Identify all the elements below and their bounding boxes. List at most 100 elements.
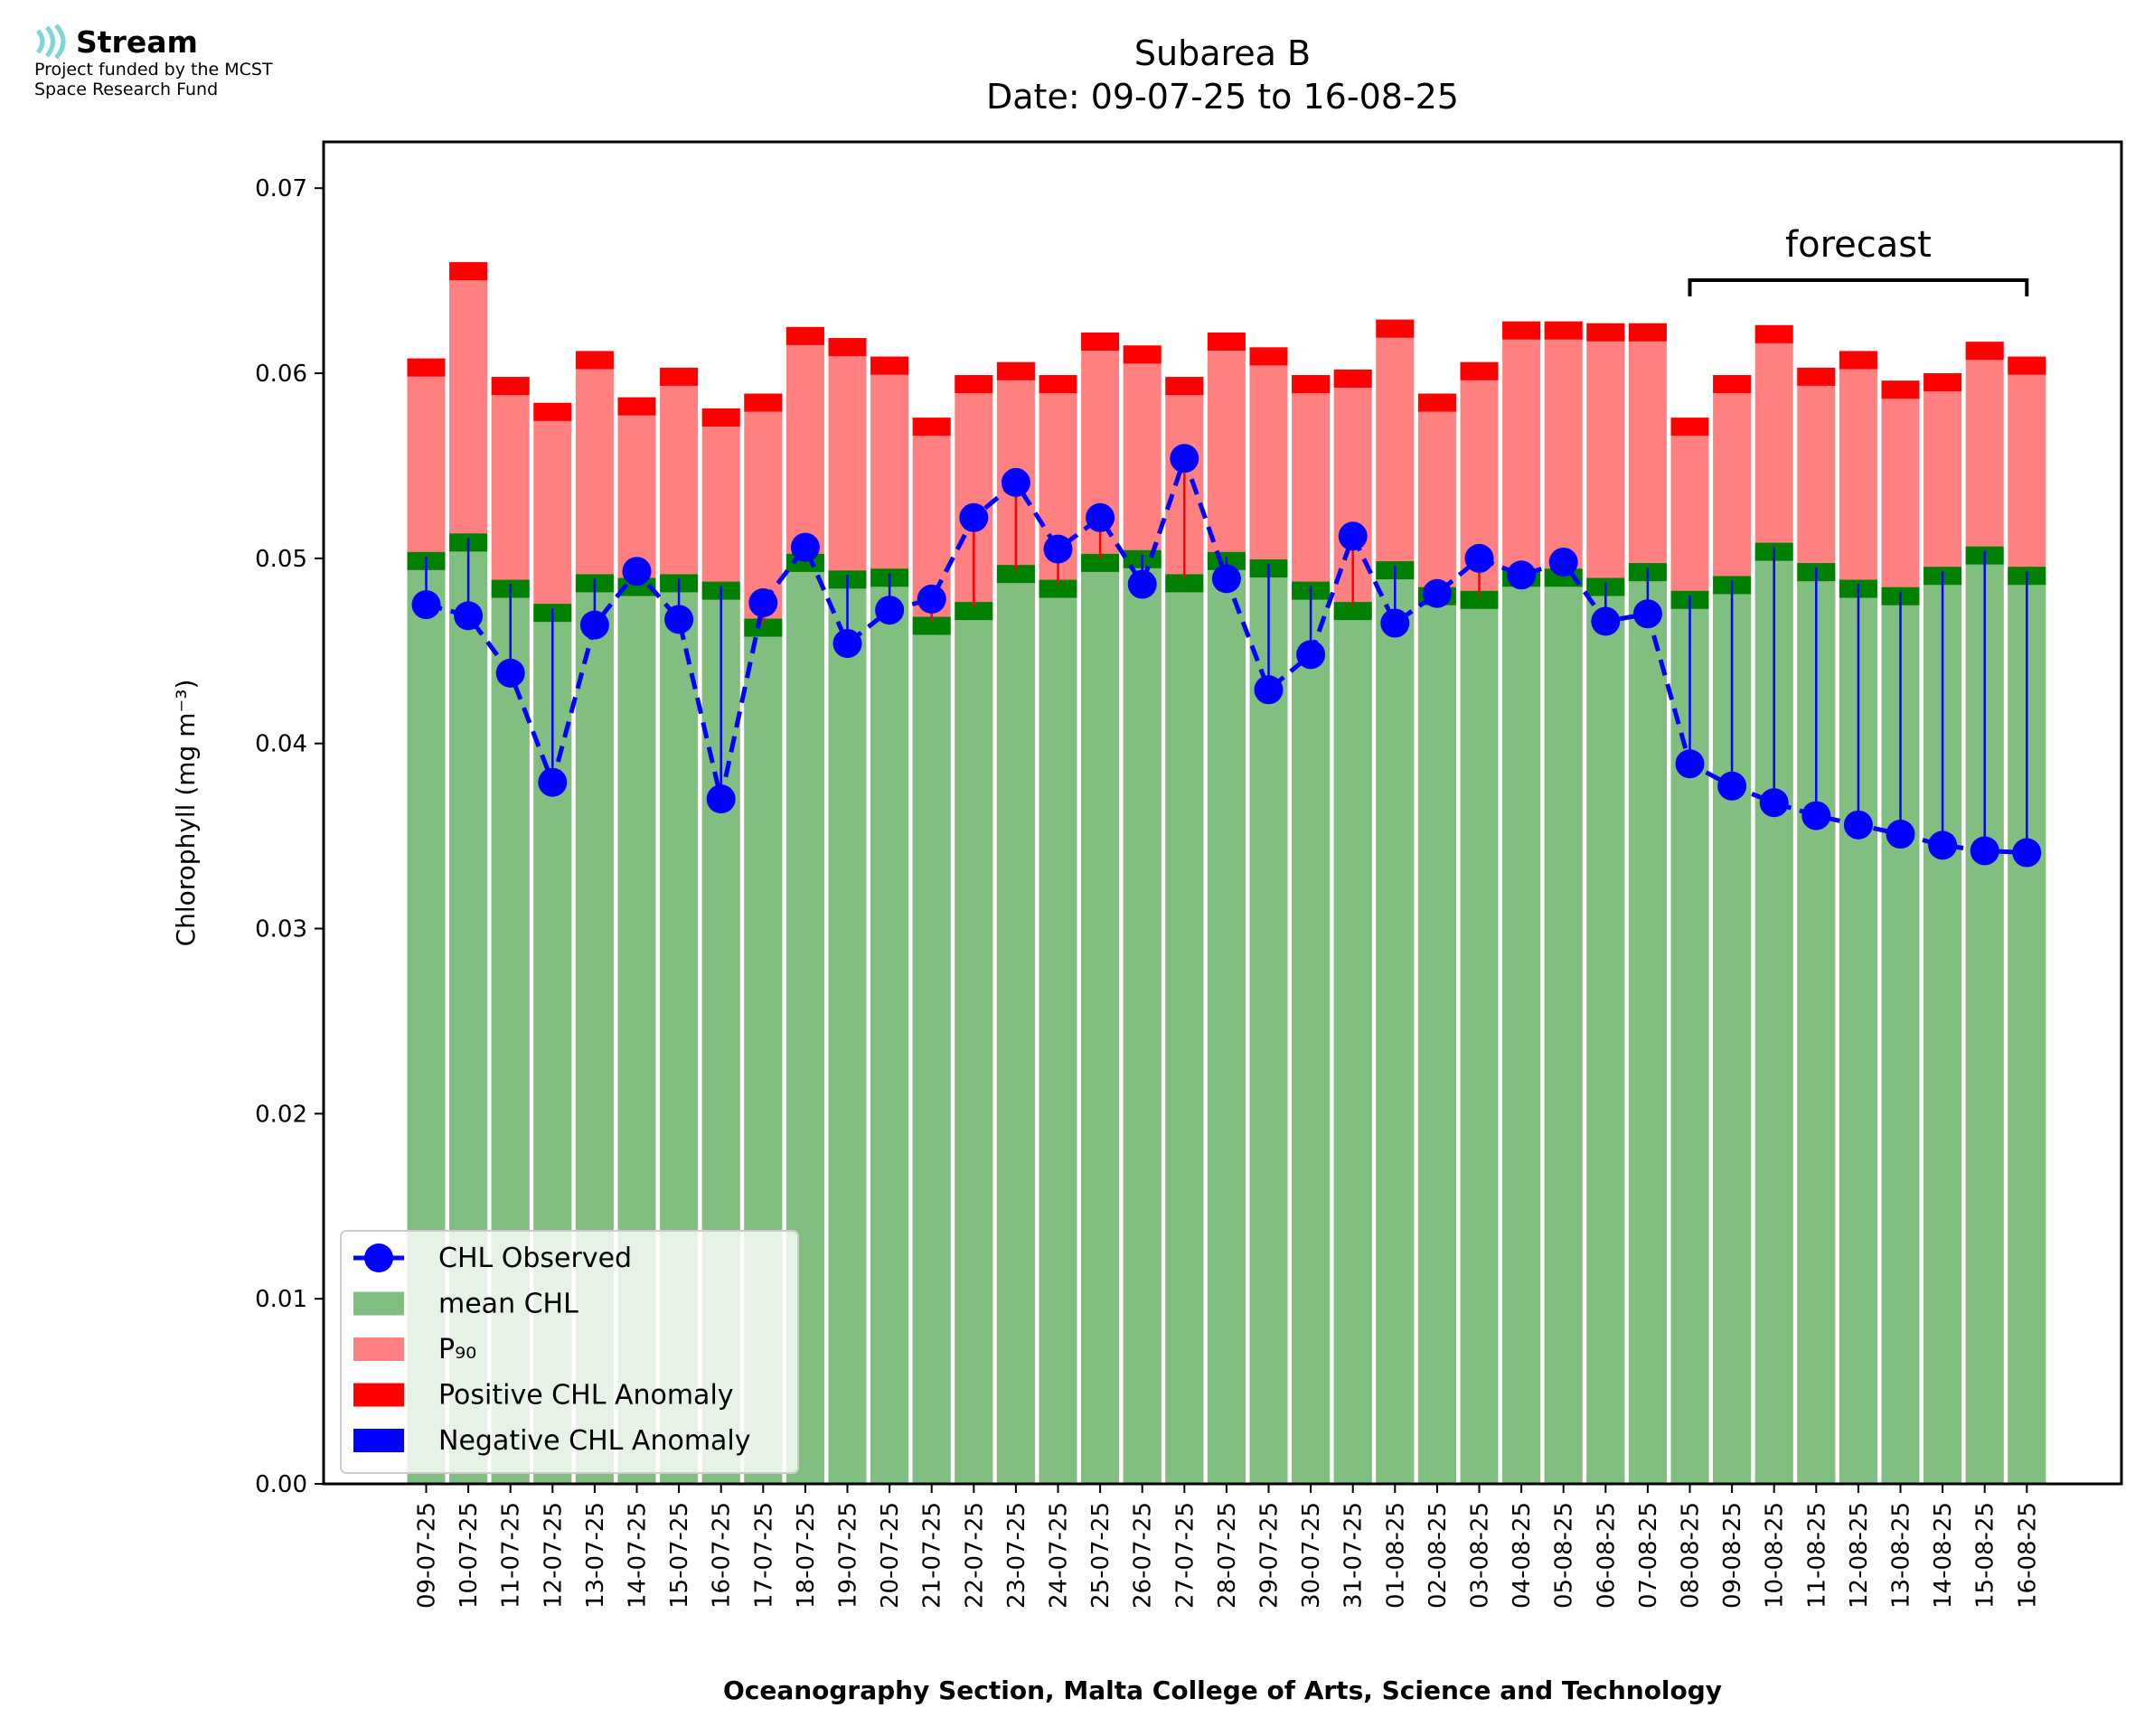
p90-edge-band [1333,369,1372,388]
x-tick-label: 24-07-25 [1046,1502,1073,1609]
mean-edge-band [1039,579,1077,598]
p90-edge-band [785,326,824,345]
observed-point [1422,578,1452,608]
p90-edge-band [996,361,1035,380]
mean-bar [1292,586,1331,1484]
p90-edge-band [1797,367,1836,386]
mean-bar [996,569,1035,1484]
p90-edge-band [955,375,993,394]
x-tick-label: 20-07-25 [877,1502,904,1609]
observed-point [1170,444,1199,474]
chart-title: Subarea B [1134,33,1311,73]
p90-edge-band [1754,324,1793,343]
mean-bar [828,575,867,1484]
x-tick-label: 30-07-25 [1298,1502,1325,1609]
p90-edge-band [1165,377,1204,396]
p90-edge-band [1249,347,1288,366]
legend-swatch-mean [353,1291,404,1316]
logo-funding-line-1: Project funded by the MCST [34,60,273,80]
x-tick-label: 27-07-25 [1171,1502,1199,1609]
p90-edge-band [1924,373,1962,392]
observed-point [1043,534,1073,564]
observed-point [1254,675,1284,705]
mean-bar [1586,582,1625,1484]
p90-edge-band [1670,418,1709,436]
p90-edge-band [1839,351,1877,370]
x-tick-label: 06-08-25 [1593,1502,1620,1609]
p90-edge-band [1586,323,1625,342]
observed-point [2012,838,2042,868]
mean-bar [955,606,993,1484]
x-tick-label: 10-08-25 [1762,1502,1789,1609]
mean-edge-band [1081,553,1120,572]
observed-point [1086,502,1115,532]
legend-swatch-p90 [353,1337,404,1361]
p90-edge-band [2008,356,2046,375]
mean-bar [1460,595,1499,1484]
x-tick-label: 02-08-25 [1425,1502,1452,1609]
mean-edge-band [617,577,656,596]
x-tick-label: 28-07-25 [1214,1502,1241,1609]
x-tick-label: 18-07-25 [793,1502,820,1609]
observed-point [495,658,525,688]
mean-edge-band [996,565,1035,584]
x-tick-label: 29-07-25 [1256,1502,1284,1609]
y-tick-label: 0.04 [255,731,307,758]
mean-edge-band [955,602,993,621]
observed-point [664,605,694,634]
observed-point [1591,606,1621,636]
observed-point [959,502,989,532]
mean-bar [1165,578,1204,1484]
forecast-bracket [1688,278,2029,296]
y-tick-label: 0.06 [255,361,307,388]
p90-edge-band [1713,375,1752,394]
x-tick-label: 07-08-25 [1635,1502,1662,1609]
observed-point [706,784,736,814]
observed-point [454,601,484,631]
x-tick-label: 04-08-25 [1509,1502,1536,1609]
mean-bar [1417,591,1456,1484]
observed-point [1001,467,1030,497]
x-tick-label: 05-08-25 [1551,1502,1578,1609]
stream-logo: Stream Project funded by the MCST Space … [34,23,273,99]
mean-edge-band [744,618,783,637]
p90-edge-band [660,367,699,386]
observed-point [832,629,862,659]
legend-marker-observed [364,1243,393,1272]
y-tick-label: 0.03 [255,916,307,943]
p90-edge-band [1881,380,1920,399]
x-tick-label: 13-07-25 [582,1502,609,1609]
observed-point [1801,801,1831,830]
legend-swatch-negative [353,1429,404,1452]
observed-point [1380,608,1410,638]
stream-waves-icon [35,23,66,60]
p90-edge-band [1417,393,1456,412]
observed-point [1338,521,1368,551]
observed-point [790,532,820,562]
mean-bar [1081,558,1120,1484]
x-tick-label: 09-07-25 [414,1502,441,1609]
legend-swatch-positive [353,1383,404,1407]
mean-edge-band [1460,590,1499,609]
p90-edge-band [407,358,446,377]
x-tick-label: 01-08-25 [1382,1502,1409,1609]
x-tick-label: 12-07-25 [540,1502,567,1609]
x-tick-label: 11-07-25 [498,1502,525,1609]
observed-point [579,610,609,640]
p90-edge-band [449,262,488,281]
x-tick-label: 12-08-25 [1846,1502,1873,1609]
chart-subtitle: Date: 09-07-25 to 16-08-25 [986,77,1459,117]
y-tick-label: 0.05 [255,546,307,573]
p90-edge-band [1207,332,1246,351]
x-tick-label: 15-07-25 [666,1502,693,1609]
mean-bar [1544,573,1583,1484]
x-tick-label: 16-07-25 [709,1502,736,1609]
observed-point [1970,836,1999,866]
x-tick-label: 26-07-25 [1130,1502,1157,1609]
observed-point [622,557,652,586]
p90-edge-band [1039,375,1077,394]
legend-box [340,1230,799,1474]
observed-point [748,588,778,618]
p90-edge-band [870,356,909,375]
